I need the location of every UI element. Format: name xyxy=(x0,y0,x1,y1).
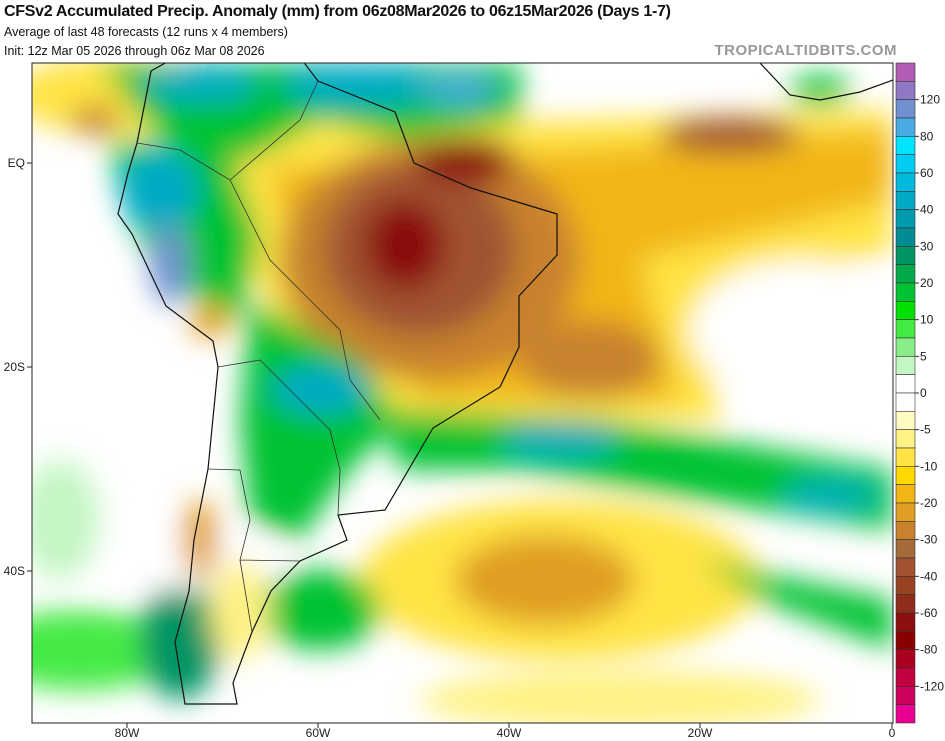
colorbar-swatch xyxy=(895,319,916,339)
colorbar-swatch xyxy=(895,686,916,705)
colorbar-swatch xyxy=(895,521,916,540)
colorbar-swatch xyxy=(895,301,916,320)
colorbar-label: -20 xyxy=(920,496,938,510)
map-subtitle: Average of last 48 forecasts (12 runs x … xyxy=(4,25,288,39)
watermark: TROPICALTIDBITS.COM xyxy=(714,42,897,59)
lon-label: 60W xyxy=(306,726,331,740)
colorbar-swatch xyxy=(895,99,916,119)
lat-label: 20S xyxy=(4,360,25,374)
colorbar-label: 60 xyxy=(920,166,934,180)
colorbar-swatch xyxy=(895,62,916,82)
anomaly-field xyxy=(32,63,893,723)
south-america-coastline xyxy=(117,63,558,705)
lat-label: EQ xyxy=(8,156,25,170)
colorbar-swatch xyxy=(895,374,916,394)
lon-label: 80W xyxy=(115,726,140,740)
colorbar-label: 5 xyxy=(920,349,927,363)
country-borders xyxy=(136,80,381,633)
colorbar-swatch xyxy=(895,649,916,669)
colorbar-swatch xyxy=(895,117,916,137)
colorbar-swatch xyxy=(895,557,916,577)
colorbar-swatch xyxy=(895,81,916,100)
colorbar-label: 40 xyxy=(920,203,934,217)
longitude-axis: 80W 60W 40W 20W 0 xyxy=(115,723,896,740)
lon-label: 0 xyxy=(889,726,896,740)
plot-frame xyxy=(31,62,894,724)
colorbar-swatch xyxy=(895,246,916,265)
colorbar-swatch xyxy=(895,594,916,614)
colorbar-label: 80 xyxy=(920,129,934,143)
colorbar-swatch xyxy=(895,631,916,650)
colorbar-label: -60 xyxy=(920,606,938,620)
colorbar-label: 30 xyxy=(920,239,934,253)
colorbar-swatch xyxy=(895,191,916,210)
colorbar-swatch xyxy=(895,282,916,302)
colorbar-swatch xyxy=(895,392,916,412)
colorbar-label: 20 xyxy=(920,276,934,290)
colorbar-swatch xyxy=(895,227,916,247)
colorbar-swatch xyxy=(895,209,916,229)
latitude-axis: EQ 20S 40S xyxy=(4,156,32,578)
colorbar-swatch xyxy=(895,502,916,522)
colorbar-swatch xyxy=(895,264,916,284)
colorbar-swatch xyxy=(895,466,916,485)
colorbar-swatch xyxy=(895,337,916,357)
colorbar-swatch xyxy=(895,356,916,375)
colorbar-swatch xyxy=(895,429,916,449)
colorbar: 120 80 60 40 30 20 10 5 0 -5 -10 -20 -30 -40 -60 -80 -12… xyxy=(895,62,944,724)
colorbar-swatch xyxy=(895,447,916,467)
colorbar-swatch xyxy=(895,667,916,687)
colorbar-swatch xyxy=(895,612,916,632)
colorbar-label: 120 xyxy=(920,93,940,107)
colorbar-label: -80 xyxy=(920,643,938,657)
africa-coastline xyxy=(759,63,893,101)
lat-label: 40S xyxy=(4,564,25,578)
colorbar-swatch xyxy=(895,411,916,430)
colorbar-swatch xyxy=(895,136,916,155)
colorbar-swatch xyxy=(895,576,916,595)
lon-label: 40W xyxy=(497,726,522,740)
colorbar-label: 0 xyxy=(920,386,927,400)
colorbar-label: -40 xyxy=(920,569,938,583)
colorbar-swatch xyxy=(895,154,916,174)
colorbar-swatch xyxy=(895,172,916,192)
init-time: Init: 12z Mar 05 2026 through 06z Mar 08… xyxy=(4,44,265,58)
colorbar-label: -120 xyxy=(920,679,944,693)
lon-label: 20W xyxy=(688,726,713,740)
colorbar-label: -30 xyxy=(920,533,938,547)
colorbar-label: 10 xyxy=(920,313,934,327)
colorbar-swatch xyxy=(895,539,916,559)
colorbar-label: -5 xyxy=(920,423,931,437)
map-title: CFSv2 Accumulated Precip. Anomaly (mm) f… xyxy=(4,3,671,20)
colorbar-label: -10 xyxy=(920,459,938,473)
colorbar-swatch xyxy=(895,704,916,724)
colorbar-swatch xyxy=(895,484,916,504)
